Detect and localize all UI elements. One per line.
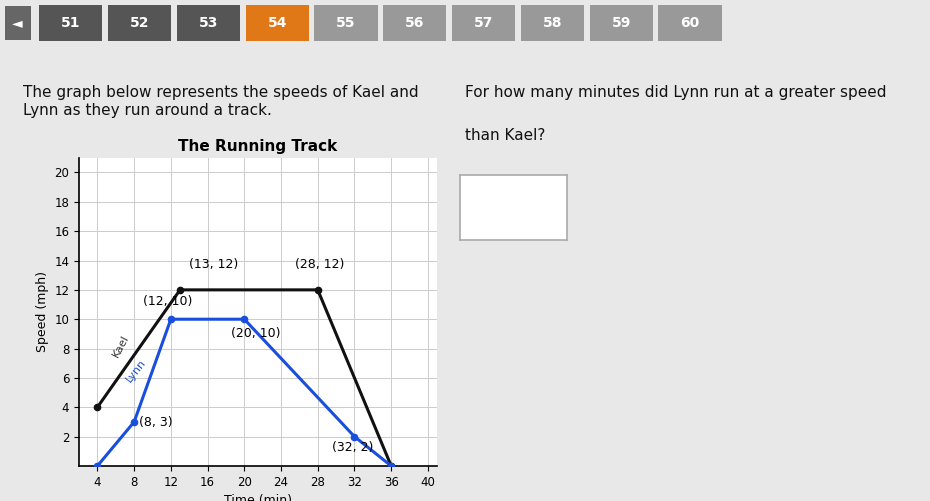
Text: 53: 53 xyxy=(199,16,218,30)
Text: (12, 10): (12, 10) xyxy=(143,295,193,308)
FancyBboxPatch shape xyxy=(590,5,653,42)
Text: (8, 3): (8, 3) xyxy=(139,416,172,429)
Text: (13, 12): (13, 12) xyxy=(189,258,238,271)
Text: 58: 58 xyxy=(543,16,562,30)
Text: 59: 59 xyxy=(612,16,631,30)
X-axis label: Time (min): Time (min) xyxy=(224,494,292,501)
FancyBboxPatch shape xyxy=(314,5,378,42)
Text: For how many minutes did Lynn run at a greater speed: For how many minutes did Lynn run at a g… xyxy=(465,85,886,100)
FancyBboxPatch shape xyxy=(39,5,102,42)
Text: 57: 57 xyxy=(474,16,493,30)
FancyBboxPatch shape xyxy=(452,5,515,42)
FancyBboxPatch shape xyxy=(383,5,446,42)
FancyBboxPatch shape xyxy=(5,7,31,40)
FancyBboxPatch shape xyxy=(521,5,584,42)
Y-axis label: Speed (mph): Speed (mph) xyxy=(35,272,48,352)
Title: The Running Track: The Running Track xyxy=(179,139,338,154)
Text: 56: 56 xyxy=(405,16,424,30)
Text: Lynn: Lynn xyxy=(124,357,148,384)
FancyBboxPatch shape xyxy=(246,5,309,42)
Text: ◄: ◄ xyxy=(12,16,23,30)
FancyBboxPatch shape xyxy=(177,5,240,42)
Text: 51: 51 xyxy=(61,16,80,30)
Text: 54: 54 xyxy=(268,16,286,30)
Text: Kael: Kael xyxy=(111,333,130,359)
Text: than Kael?: than Kael? xyxy=(465,128,545,143)
FancyBboxPatch shape xyxy=(108,5,171,42)
Text: 52: 52 xyxy=(130,16,149,30)
Text: (20, 10): (20, 10) xyxy=(231,327,280,340)
Text: The graph below represents the speeds of Kael and
Lynn as they run around a trac: The graph below represents the speeds of… xyxy=(23,85,418,118)
Text: (32, 2): (32, 2) xyxy=(331,441,373,454)
Text: 55: 55 xyxy=(337,16,355,30)
FancyBboxPatch shape xyxy=(658,5,722,42)
Text: (28, 12): (28, 12) xyxy=(295,258,344,271)
Text: 60: 60 xyxy=(681,16,699,30)
